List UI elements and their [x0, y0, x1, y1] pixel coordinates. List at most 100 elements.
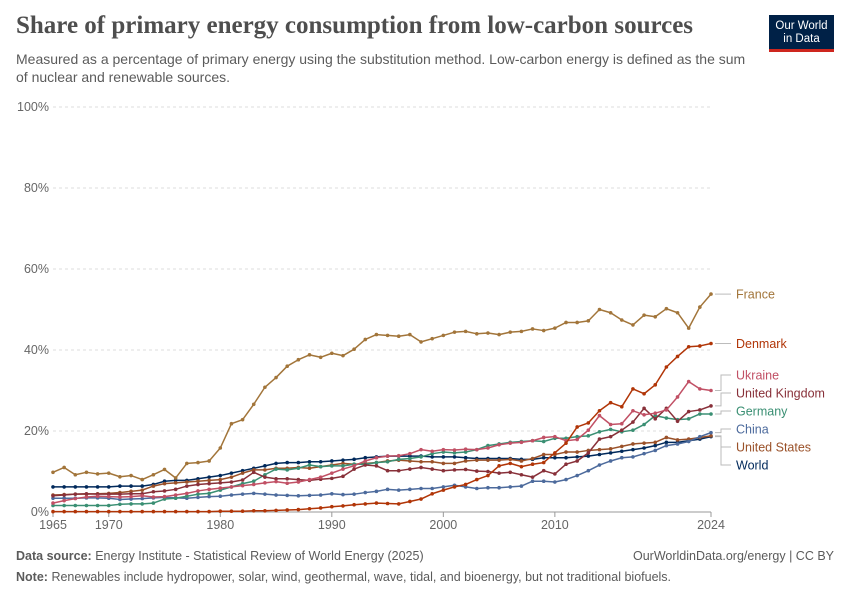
data-point	[318, 506, 323, 510]
data-point	[642, 441, 646, 445]
data-point	[530, 462, 535, 467]
series-label: Germany	[736, 405, 788, 419]
data-point	[541, 455, 546, 460]
data-point	[508, 461, 513, 466]
data-point	[631, 447, 635, 452]
data-point	[341, 458, 345, 462]
series-line	[53, 342, 712, 513]
data-point	[363, 455, 368, 460]
data-point	[452, 448, 457, 452]
data-point	[664, 416, 669, 420]
data-point	[575, 434, 579, 439]
data-point	[441, 455, 446, 459]
data-point	[675, 310, 680, 315]
line-label-china: China	[715, 423, 769, 437]
data-point	[586, 421, 591, 425]
data-point	[162, 494, 167, 499]
data-point	[441, 461, 446, 466]
data-point	[162, 509, 167, 514]
data-point	[151, 489, 156, 494]
data-point	[140, 502, 145, 506]
line-label-france: France	[715, 288, 775, 302]
data-point	[196, 492, 200, 496]
data-point	[508, 457, 513, 462]
owid-url[interactable]: OurWorldinData.org/energy | CC BY	[632, 549, 834, 563]
data-point	[51, 501, 55, 505]
data-point	[185, 461, 189, 466]
data-point	[463, 467, 468, 472]
data-point	[541, 460, 546, 465]
data-point	[586, 454, 591, 458]
data-point	[441, 468, 446, 473]
data-point	[251, 508, 256, 513]
data-point	[698, 387, 702, 391]
data-point	[564, 441, 568, 445]
data-point	[229, 480, 234, 484]
data-point	[84, 509, 89, 514]
data-point	[463, 459, 468, 463]
data-point	[553, 472, 557, 476]
series-line	[53, 413, 711, 507]
data-point	[530, 327, 535, 331]
data-point	[374, 464, 379, 468]
data-point	[686, 379, 691, 384]
data-point	[274, 461, 278, 466]
data-point	[385, 459, 390, 464]
data-point	[229, 421, 234, 426]
series-label: Ukraine	[736, 369, 779, 383]
data-point	[586, 428, 591, 432]
data-point	[385, 333, 390, 338]
data-point	[642, 313, 646, 317]
data-point	[698, 305, 702, 309]
data-point	[686, 344, 691, 349]
data-point	[608, 434, 613, 439]
data-point	[541, 435, 546, 440]
data-point	[151, 495, 156, 499]
data-point	[240, 478, 245, 482]
data-point	[642, 391, 646, 396]
data-point	[631, 323, 635, 327]
data-point	[396, 334, 401, 339]
data-source-link[interactable]: Energy Institute - Statistical Review of…	[95, 549, 424, 563]
data-point	[441, 333, 446, 338]
data-point	[73, 509, 78, 514]
data-point	[185, 509, 189, 514]
data-point	[675, 438, 680, 442]
label-connector	[715, 436, 731, 466]
data-point	[653, 440, 658, 445]
data-point	[140, 477, 145, 482]
owid-logo[interactable]: Our World in Data	[769, 15, 834, 52]
series-france	[51, 292, 713, 482]
data-point	[553, 326, 557, 330]
data-point	[207, 487, 211, 492]
data-point	[307, 353, 312, 357]
data-point	[575, 455, 579, 459]
data-point	[185, 491, 189, 496]
data-point	[318, 355, 323, 360]
data-point	[129, 494, 133, 499]
data-point	[95, 472, 100, 476]
data-point	[207, 494, 211, 499]
data-point	[296, 357, 301, 362]
data-point	[151, 484, 156, 488]
data-point	[653, 443, 658, 448]
data-point	[352, 347, 356, 351]
data-point	[162, 489, 167, 493]
note-text: Renewables include hydropower, solar, wi…	[51, 570, 672, 584]
data-point	[575, 320, 579, 325]
data-point	[229, 471, 234, 475]
data-point	[553, 434, 557, 439]
label-connector	[715, 410, 731, 415]
data-point	[675, 419, 680, 424]
label-connector	[715, 435, 731, 448]
data-point	[608, 459, 613, 463]
data-point	[240, 509, 245, 513]
data-point	[519, 484, 524, 488]
data-point	[263, 508, 267, 513]
data-point	[229, 475, 234, 479]
data-point	[419, 447, 423, 452]
data-point	[519, 472, 524, 477]
data-point	[106, 471, 111, 475]
data-point	[664, 365, 669, 369]
